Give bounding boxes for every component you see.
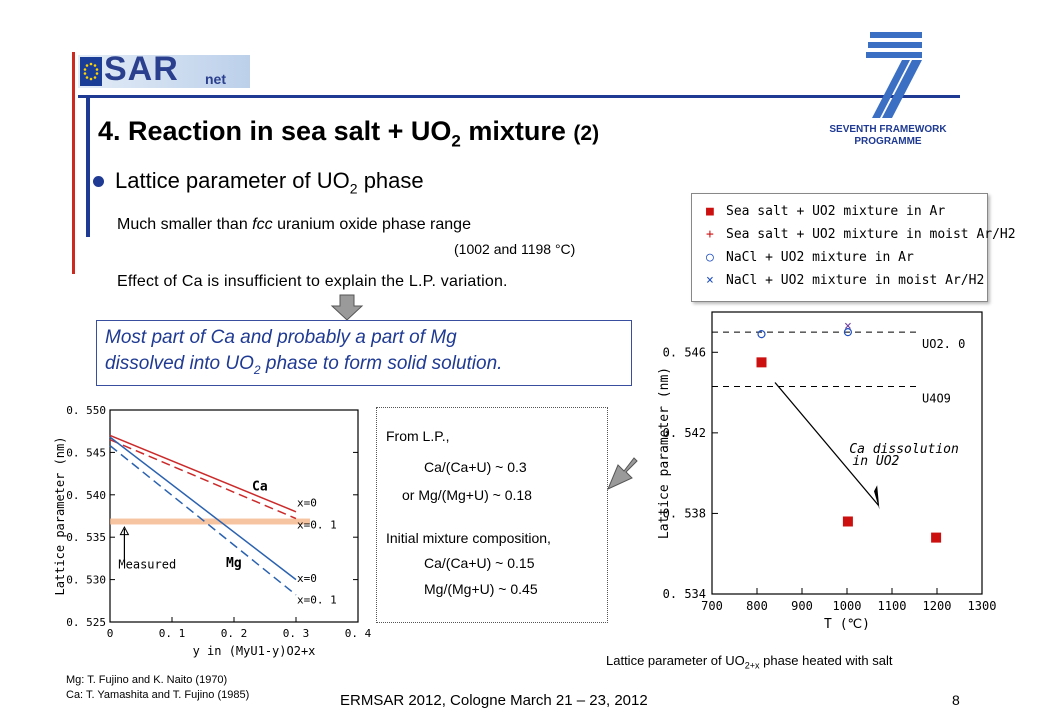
plot-frame xyxy=(109,409,359,623)
bullet-icon xyxy=(93,176,104,187)
fp7-seven-icon xyxy=(866,32,922,118)
y-tick-label: 0. 542 xyxy=(663,426,706,440)
page-number: 8 xyxy=(952,692,960,708)
callout-line-1: Most part of Ca and probably a part of M… xyxy=(105,327,457,348)
arrow-label-1: Ca dissolution xyxy=(849,442,959,457)
sarnet-logo-sub: net xyxy=(205,71,226,87)
figure-caption: Lattice parameter of UO2+x phase heated … xyxy=(606,653,893,671)
y-tick-label: 0. 530 xyxy=(66,574,106,587)
data-point-square xyxy=(931,532,942,543)
x-tick-label: 0. 4 xyxy=(345,627,372,640)
data-point-square xyxy=(756,357,767,368)
fp7-logo: SEVENTH FRAMEWORK PROGRAMME xyxy=(822,32,954,150)
eu-flag-icon xyxy=(80,57,102,86)
data-point-circle xyxy=(757,330,766,339)
body-line-2: Effect of Ca is insufficient to explain … xyxy=(117,273,508,290)
legend-item: × NaCl + UO2 mixture in moist Ar/H2 xyxy=(706,273,985,288)
legend-marker: + xyxy=(706,227,714,242)
footer: ERMSAR 2012, Cologne March 21 – 23, 2012 xyxy=(340,692,648,709)
bullet-heading: Lattice parameter of UO2 phase xyxy=(115,168,424,197)
data-point-circle xyxy=(843,328,852,337)
x-label-mg-1: x=0. 1 xyxy=(297,593,337,606)
reference-label: UO2. 0 xyxy=(922,337,965,351)
x-axis-label: y in (MyU1-y)O2+x xyxy=(193,644,316,658)
conclusion-callout: Most part of Ca and probably a part of M… xyxy=(96,320,632,386)
legend-item: ○ NaCl + UO2 mixture in Ar xyxy=(706,250,914,265)
x-tick-label: 0 xyxy=(107,627,114,640)
x-tick-label: 0. 2 xyxy=(221,627,248,640)
estimate-mg0: Mg/(Mg+U) ~ 0.45 xyxy=(424,581,538,597)
measured-arrowhead xyxy=(119,525,130,536)
fp7-line1: SEVENTH FRAMEWORK xyxy=(829,124,947,135)
ref-ca: Ca: T. Yamashita and T. Fujino (1985) xyxy=(66,689,250,701)
y-tick-label: 0. 525 xyxy=(66,616,106,629)
body-line-1b: (1002 and 1198 °C) xyxy=(454,241,576,257)
y-tick-label: 0. 534 xyxy=(663,587,706,601)
left-arrow-icon xyxy=(607,457,638,490)
references: Mg: T. Fujino and K. Naito (1970) Ca: T.… xyxy=(66,673,249,703)
data-point-cross: × xyxy=(844,319,852,334)
series-line xyxy=(109,434,297,513)
page-title: 4. Reaction in sea salt + UO2 mixture (2… xyxy=(98,116,600,151)
measured-band xyxy=(110,518,310,525)
x-tick-label: 900 xyxy=(791,599,813,613)
x-tick-label: 700 xyxy=(701,599,723,613)
data-point-square xyxy=(842,516,853,527)
y-tick-label: 0. 540 xyxy=(66,489,106,502)
series-line xyxy=(109,445,297,596)
ref-mg: Mg: T. Fujino and K. Naito (1970) xyxy=(66,674,228,686)
series-label-mg: Mg xyxy=(226,556,242,571)
x-tick-label: 1000 xyxy=(833,599,862,613)
body-line-1: Much smaller than fcc uranium oxide phas… xyxy=(117,216,471,233)
sarnet-logo xyxy=(78,55,250,88)
series-line xyxy=(109,436,297,581)
legend-marker: × xyxy=(706,273,714,288)
header-rule xyxy=(78,95,960,98)
y-axis-label: Lattice parameter (nm) xyxy=(53,437,67,596)
x-label-ca-1: x=0. 1 xyxy=(297,519,337,532)
measured-label: Measured xyxy=(118,558,176,572)
estimate-box xyxy=(376,407,608,623)
x-tick-label: 1100 xyxy=(878,599,907,613)
y-tick-label: 0. 538 xyxy=(663,506,706,520)
estimate-ca: Ca/(Ca+U) ~ 0.3 xyxy=(424,459,527,475)
trend-arrow xyxy=(774,382,879,506)
down-arrow-icon xyxy=(330,294,364,321)
accent-bar-red xyxy=(72,52,75,274)
trend-arrowhead xyxy=(874,485,880,510)
x-tick-label: 0. 3 xyxy=(283,627,310,640)
y-axis-label: Lattice parameter (nm) xyxy=(657,367,672,539)
chart-legend: ■ Sea salt + UO2 mixture in Ar + Sea salt … xyxy=(691,193,1016,302)
y-tick-label: 0. 535 xyxy=(66,531,106,544)
legend-item: ■ Sea salt + UO2 mixture in Ar xyxy=(706,204,946,219)
y-tick-label: 0. 550 xyxy=(66,404,106,417)
legend-marker: ■ xyxy=(706,204,714,219)
x-tick-label: 1300 xyxy=(968,599,997,613)
y-tick-label: 0. 546 xyxy=(663,345,706,359)
series-line xyxy=(109,438,297,520)
legend-item: + Sea salt + UO2 mixture in moist Ar/H2 xyxy=(706,227,1016,242)
estimate-mg: or Mg/(Mg+U) ~ 0.18 xyxy=(402,487,532,503)
estimate-init: Initial mixture composition, xyxy=(386,530,551,546)
x-tick-label: 1200 xyxy=(923,599,952,613)
legend-marker: ○ xyxy=(706,250,714,265)
x-tick-label: 800 xyxy=(746,599,768,613)
callout-line-2: dissolved into UO2 phase to form solid s… xyxy=(105,353,503,377)
x-axis-label: T (℃) xyxy=(824,617,870,632)
x-label-ca-0: x=0 xyxy=(297,497,317,510)
y-tick-label: 0. 545 xyxy=(66,446,106,459)
arrow-label-2: in UO2 xyxy=(852,454,899,469)
sarnet-logo-text: SAR xyxy=(104,50,179,88)
x-tick-label: 0. 1 xyxy=(159,627,186,640)
fp7-line2: PROGRAMME xyxy=(854,136,922,147)
x-label-mg-0: x=0 xyxy=(297,572,317,585)
reference-label: U4O9 xyxy=(922,392,951,406)
estimate-ca0: Ca/(Ca+U) ~ 0.15 xyxy=(424,555,535,571)
series-label-ca: Ca xyxy=(252,480,268,495)
estimate-head: From L.P., xyxy=(386,428,450,444)
accent-bar-blue xyxy=(86,97,90,237)
